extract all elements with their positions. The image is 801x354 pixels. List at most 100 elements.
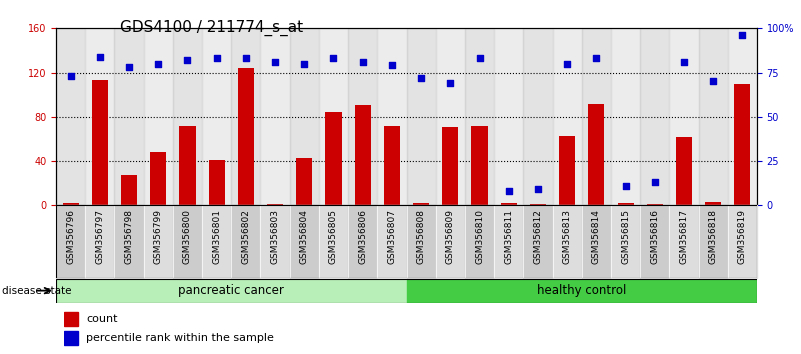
Bar <box>173 28 202 205</box>
Bar <box>377 205 406 278</box>
Bar <box>202 28 231 205</box>
Bar <box>260 28 290 205</box>
Bar <box>319 28 348 205</box>
Text: GSM356807: GSM356807 <box>388 209 396 264</box>
Text: GSM356815: GSM356815 <box>621 209 630 264</box>
Bar <box>151 152 167 205</box>
Bar <box>646 204 662 205</box>
Bar <box>384 126 400 205</box>
Bar <box>325 113 341 205</box>
Bar <box>611 205 640 278</box>
Bar <box>267 204 283 205</box>
Point <box>152 61 165 67</box>
Bar <box>115 28 143 205</box>
Text: GSM356809: GSM356809 <box>446 209 455 264</box>
Bar <box>319 205 348 278</box>
Bar <box>377 28 406 205</box>
Point <box>415 75 428 81</box>
Point <box>327 56 340 61</box>
Bar <box>406 279 757 303</box>
Point <box>648 179 661 185</box>
Bar <box>676 137 692 205</box>
Bar <box>62 203 78 205</box>
Bar <box>728 28 757 205</box>
Point <box>239 56 252 61</box>
Bar <box>85 28 115 205</box>
Bar <box>92 80 108 205</box>
Bar <box>582 28 611 205</box>
Text: GSM356818: GSM356818 <box>709 209 718 264</box>
Bar <box>260 205 290 278</box>
Text: GSM356817: GSM356817 <box>679 209 688 264</box>
Text: pancreatic cancer: pancreatic cancer <box>179 284 284 297</box>
Text: GSM356808: GSM356808 <box>417 209 425 264</box>
Text: GSM356805: GSM356805 <box>329 209 338 264</box>
Text: GSM356798: GSM356798 <box>125 209 134 264</box>
Bar <box>640 205 670 278</box>
Text: GSM356796: GSM356796 <box>66 209 75 264</box>
Point <box>590 56 602 61</box>
Bar <box>290 28 319 205</box>
Bar <box>640 28 670 205</box>
Bar <box>611 28 640 205</box>
Bar <box>56 28 85 205</box>
Bar <box>465 205 494 278</box>
Bar <box>231 28 260 205</box>
Point <box>502 188 515 194</box>
Bar <box>406 205 436 278</box>
Bar <box>143 28 173 205</box>
Bar <box>208 160 225 205</box>
Bar <box>670 205 698 278</box>
Bar <box>618 203 634 205</box>
Text: GSM356801: GSM356801 <box>212 209 221 264</box>
Bar <box>705 202 721 205</box>
Bar <box>202 205 231 278</box>
Bar <box>290 205 319 278</box>
Bar <box>494 28 523 205</box>
Bar <box>698 28 728 205</box>
Text: GSM356810: GSM356810 <box>475 209 484 264</box>
Bar <box>173 205 202 278</box>
Bar <box>348 28 377 205</box>
Text: GSM356797: GSM356797 <box>95 209 104 264</box>
Bar <box>588 104 605 205</box>
Text: GSM356800: GSM356800 <box>183 209 192 264</box>
Point <box>181 57 194 63</box>
Bar <box>238 68 254 205</box>
Bar <box>472 126 488 205</box>
Point <box>736 33 749 38</box>
Bar <box>56 279 406 303</box>
Bar <box>355 105 371 205</box>
Bar <box>465 28 494 205</box>
Text: GSM356804: GSM356804 <box>300 209 309 264</box>
Text: GSM356811: GSM356811 <box>504 209 513 264</box>
Bar <box>413 203 429 205</box>
Bar <box>115 205 143 278</box>
Text: GSM356806: GSM356806 <box>358 209 367 264</box>
Text: GSM356812: GSM356812 <box>533 209 542 264</box>
Text: GSM356802: GSM356802 <box>241 209 251 264</box>
Point <box>356 59 369 65</box>
Bar <box>670 28 698 205</box>
Bar <box>85 205 115 278</box>
Text: GSM356799: GSM356799 <box>154 209 163 264</box>
Bar <box>406 28 436 205</box>
Text: GSM356819: GSM356819 <box>738 209 747 264</box>
Point <box>678 59 690 65</box>
Bar <box>442 127 458 205</box>
Point <box>123 64 135 70</box>
Point <box>385 63 398 68</box>
Bar <box>436 28 465 205</box>
Bar <box>56 205 85 278</box>
Bar <box>436 205 465 278</box>
Bar <box>348 205 377 278</box>
Point <box>619 183 632 189</box>
Point <box>211 56 223 61</box>
Text: GSM356816: GSM356816 <box>650 209 659 264</box>
Text: GSM356814: GSM356814 <box>592 209 601 264</box>
Bar <box>143 205 173 278</box>
Point <box>532 187 545 192</box>
Bar <box>559 136 575 205</box>
Bar <box>728 205 757 278</box>
Text: GDS4100 / 211774_s_at: GDS4100 / 211774_s_at <box>120 19 304 36</box>
